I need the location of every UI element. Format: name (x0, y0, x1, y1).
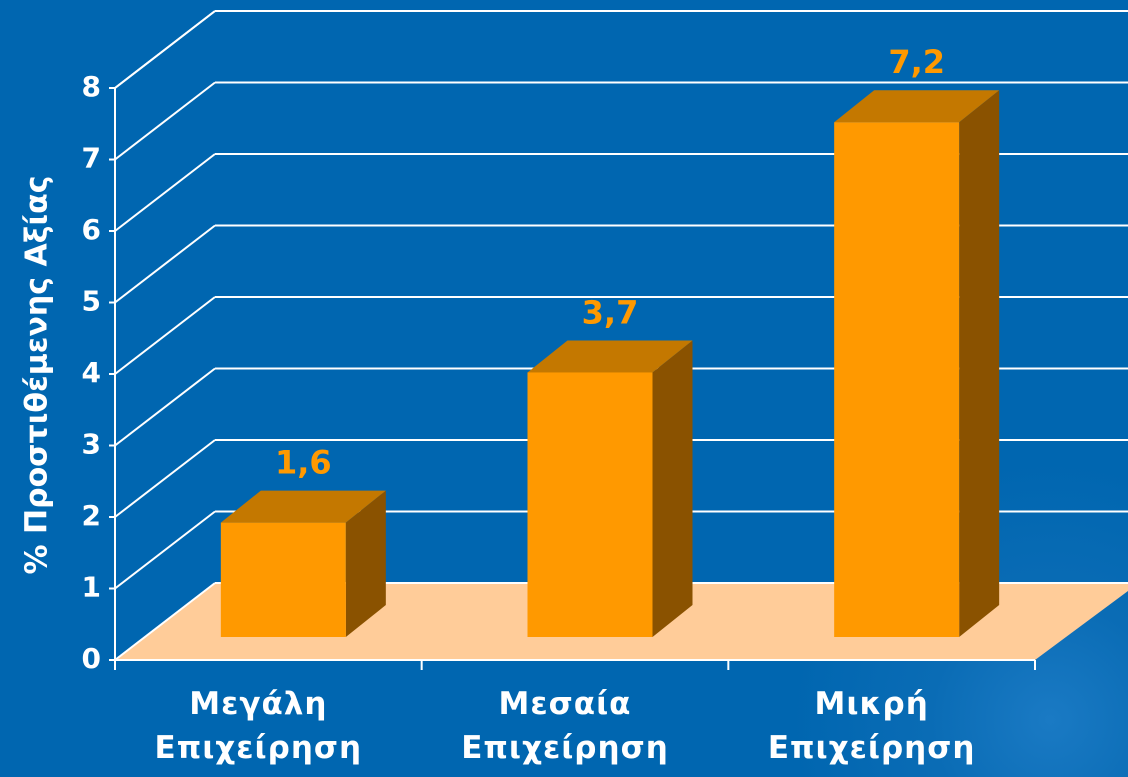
bar-side (345, 490, 386, 637)
grid-line (114, 439, 216, 518)
grid-line (114, 153, 216, 232)
grid-line (114, 510, 216, 590)
value-label: 7,2 (888, 43, 945, 81)
y-tick-label: 5 (82, 285, 101, 318)
bar (220, 522, 346, 637)
y-tick-label: 6 (82, 213, 101, 246)
grid-line (114, 10, 216, 89)
grid-line (114, 367, 216, 447)
x-tick-label: Μεσαία Επιχείρηση (461, 686, 669, 766)
y-tick-label: 2 (82, 499, 101, 532)
y-tick-label: 0 (82, 642, 101, 675)
grid-line (114, 224, 216, 304)
y-tick-label: 3 (82, 428, 101, 461)
bar (834, 122, 960, 637)
value-label: 1,6 (275, 444, 332, 482)
bar-top (220, 490, 386, 523)
value-label: 3,7 (582, 293, 639, 331)
y-axis-title: % Προστιθέμενης Αξίας (20, 175, 55, 574)
grid-line (114, 296, 216, 375)
bar (527, 372, 653, 637)
bar-side (959, 90, 1000, 637)
bar-top (834, 90, 1000, 123)
grid-line (114, 81, 216, 161)
y-tick-label: 8 (82, 70, 101, 103)
bar-top (527, 340, 693, 373)
x-tick-label: Μικρή Επιχείρηση (767, 686, 976, 766)
grid-line (114, 582, 216, 661)
y-tick-label: 1 (82, 571, 101, 604)
y-tick-label: 4 (82, 356, 101, 389)
bar-side (652, 340, 693, 637)
x-tick-label: Μεγάλη Επιχείρηση (154, 686, 363, 766)
y-tick-label: 7 (82, 142, 101, 175)
